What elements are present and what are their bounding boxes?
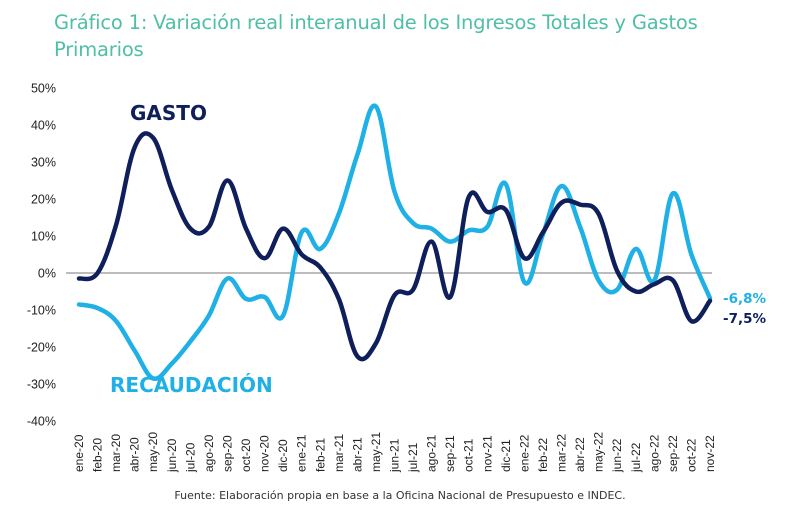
x-tick-label: feb-20 — [91, 438, 105, 472]
x-tick-label: may-22 — [592, 432, 606, 472]
x-tick-label: abr-20 — [128, 437, 142, 472]
x-tick-label: dic-21 — [499, 439, 513, 472]
x-tick-label: ago-22 — [647, 434, 661, 472]
y-tick-label: -20% — [27, 341, 56, 355]
gasto-end-value-label: -7,5% — [723, 311, 767, 327]
x-tick-label: jul-20 — [183, 442, 197, 473]
x-tick-label: oct-22 — [684, 438, 698, 472]
recaudacion-series-line — [76, 103, 713, 381]
y-tick-label: 10% — [31, 230, 56, 244]
x-tick-label: ago-21 — [425, 434, 439, 472]
y-tick-label: 40% — [31, 119, 56, 133]
x-tick-label: jul-21 — [406, 442, 420, 473]
x-tick-label: sep-22 — [666, 435, 680, 472]
y-tick-label: 50% — [31, 82, 56, 96]
x-tick-label: abr-21 — [350, 437, 364, 472]
x-tick-label: ene-22 — [517, 434, 531, 472]
x-tick-label: oct-20 — [239, 438, 253, 472]
x-tick-label: mar-21 — [332, 434, 346, 472]
x-tick-label: may-21 — [369, 432, 383, 472]
x-tick-label: jun-21 — [388, 438, 402, 473]
x-tick-label: jul-22 — [629, 442, 643, 473]
y-tick-label: -40% — [27, 415, 56, 429]
gasto-series-line — [76, 131, 713, 362]
y-tick-label: 30% — [31, 156, 56, 170]
x-tick-label: sep-20 — [220, 435, 234, 472]
x-tick-label: jun-20 — [165, 438, 179, 473]
y-tick-label: -10% — [27, 304, 56, 318]
x-tick-label: ago-20 — [202, 434, 216, 472]
x-tick-label: ene-20 — [72, 434, 86, 472]
recaudacion-end-value-label: -6,8% — [723, 291, 767, 307]
x-tick-label: ene-21 — [295, 434, 309, 472]
x-tick-label: feb-22 — [536, 438, 550, 472]
x-tick-label: nov-22 — [703, 435, 717, 472]
x-tick-label: nov-21 — [480, 435, 494, 472]
recaudacion-series-label: RECAUDACIÓN — [110, 373, 273, 397]
x-tick-label: mar-20 — [109, 434, 123, 472]
x-tick-label: dic-20 — [276, 439, 290, 472]
gasto-series-label: GASTO — [130, 101, 207, 125]
source-footnote: Fuente: Elaboración propia en base a la … — [174, 489, 626, 502]
series-group — [76, 103, 713, 381]
x-axis: ene-20 feb-20 mar-20 abr-20 may-20 jun-20 jul-… — [72, 432, 717, 473]
x-tick-label: sep-21 — [443, 435, 457, 472]
y-axis: 50% 40% 30% 20% 10% 0% -10% -20% -30% -40% — [27, 82, 56, 429]
x-tick-label: oct-21 — [462, 438, 476, 472]
y-tick-label: -30% — [27, 378, 56, 392]
x-tick-label: may-20 — [146, 432, 160, 472]
x-tick-label: abr-22 — [573, 437, 587, 472]
x-tick-label: jun-22 — [610, 438, 624, 473]
chart-title: Gráfico 1: Variación real interanual de … — [54, 11, 698, 61]
x-tick-label: mar-22 — [555, 434, 569, 472]
y-tick-label: 20% — [31, 193, 56, 207]
x-tick-label: feb-21 — [313, 438, 327, 472]
y-tick-label: 0% — [38, 267, 56, 281]
x-tick-label: nov-20 — [258, 435, 272, 472]
